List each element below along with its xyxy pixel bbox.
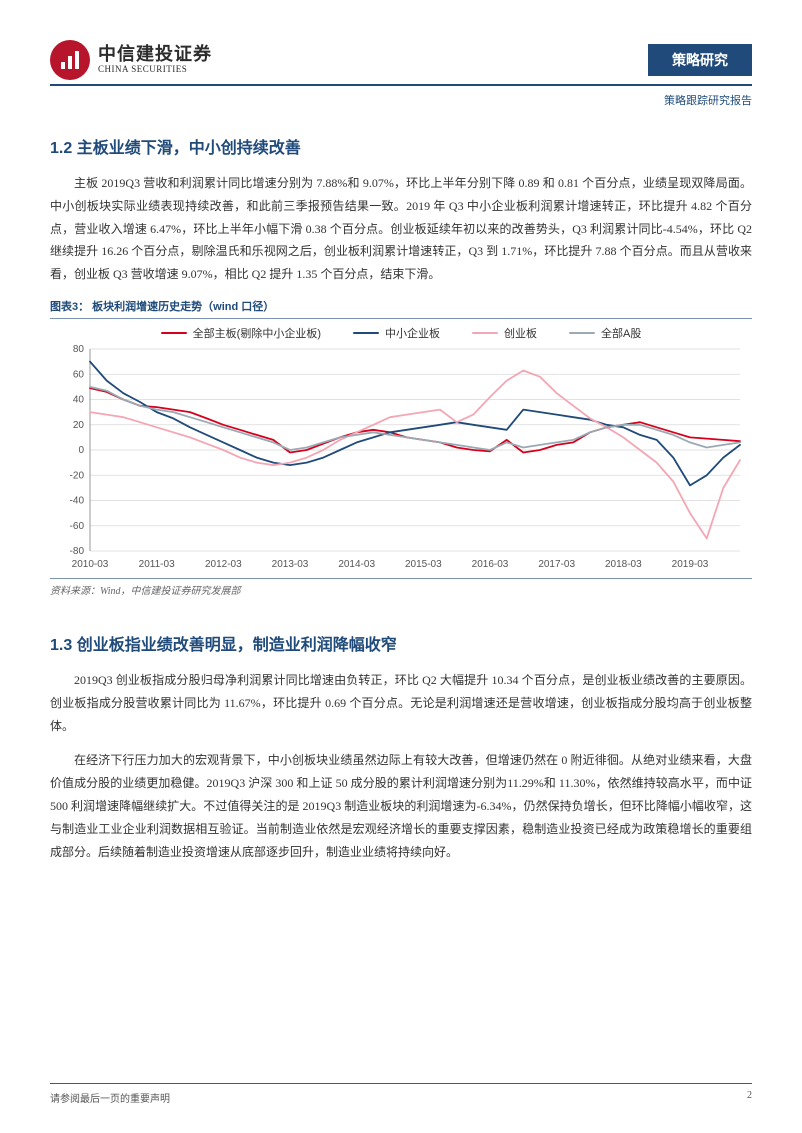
- legend-item: 全部A股: [569, 325, 641, 341]
- company-name-cn: 中信建投证券: [98, 45, 212, 65]
- legend-item: 创业板: [472, 325, 537, 341]
- svg-text:0: 0: [78, 445, 84, 456]
- svg-text:2016-03: 2016-03: [472, 559, 509, 570]
- legend-swatch: [161, 332, 187, 335]
- company-logo: 中信建投证券 CHINA SECURITIES: [50, 40, 212, 80]
- chart-title: 图表3： 板块利润增速历史走势（wind 口径）: [50, 298, 752, 319]
- section-1-3-paragraph-1: 2019Q3 创业板指成分股归母净利润累计同比增速由负转正，环比 Q2 大幅提升…: [50, 669, 752, 737]
- legend-swatch: [569, 332, 595, 335]
- svg-text:2014-03: 2014-03: [338, 559, 375, 570]
- svg-text:80: 80: [73, 344, 85, 355]
- svg-text:2019-03: 2019-03: [672, 559, 709, 570]
- svg-text:-80: -80: [70, 546, 85, 557]
- page-number: 2: [747, 1090, 752, 1105]
- svg-text:20: 20: [73, 420, 85, 431]
- svg-text:-20: -20: [70, 470, 85, 481]
- svg-text:2017-03: 2017-03: [538, 559, 575, 570]
- subcategory-label: 策略跟踪研究报告: [50, 92, 752, 108]
- chart-source: 资料来源：Wind，中信建投证券研究发展部: [50, 578, 752, 597]
- legend-item: 全部主板(剔除中小企业板): [161, 325, 321, 341]
- profit-growth-chart: 全部主板(剔除中小企业板) 中小企业板 创业板 全部A股 -80 -60 -40 -20 0 2…: [50, 325, 752, 578]
- logo-mark-icon: [50, 40, 90, 80]
- svg-text:-60: -60: [70, 521, 85, 532]
- legend-label: 全部主板(剔除中小企业板): [193, 325, 321, 341]
- category-tag: 策略研究: [648, 44, 752, 76]
- header-rule: [50, 84, 752, 86]
- legend-label: 创业板: [504, 325, 537, 341]
- svg-text:2018-03: 2018-03: [605, 559, 642, 570]
- section-1-2-paragraph: 主板 2019Q3 营收和利润累计同比增速分别为 7.88%和 9.07%，环比…: [50, 172, 752, 286]
- svg-text:2013-03: 2013-03: [272, 559, 309, 570]
- section-heading-1-3: 1.3 创业板指业绩改善明显，制造业利润降幅收窄: [50, 631, 752, 655]
- svg-text:60: 60: [73, 369, 85, 380]
- legend-swatch: [472, 332, 498, 335]
- company-name-en: CHINA SECURITIES: [98, 65, 212, 75]
- legend-label: 全部A股: [601, 325, 641, 341]
- svg-text:-40: -40: [70, 495, 85, 506]
- legend-label: 中小企业板: [385, 325, 440, 341]
- svg-text:2012-03: 2012-03: [205, 559, 242, 570]
- svg-text:2015-03: 2015-03: [405, 559, 442, 570]
- svg-text:2010-03: 2010-03: [72, 559, 109, 570]
- section-heading-1-2: 1.2 主板业绩下滑，中小创持续改善: [50, 134, 752, 158]
- svg-text:40: 40: [73, 394, 85, 405]
- legend-swatch: [353, 332, 379, 335]
- footer-note: 请参阅最后一页的重要声明: [50, 1090, 170, 1105]
- svg-text:2011-03: 2011-03: [139, 559, 175, 570]
- section-1-3-paragraph-2: 在经济下行压力加大的宏观背景下，中小创板块业绩虽然边际上有较大改善，但增速仍然在…: [50, 749, 752, 863]
- legend-item: 中小企业板: [353, 325, 440, 341]
